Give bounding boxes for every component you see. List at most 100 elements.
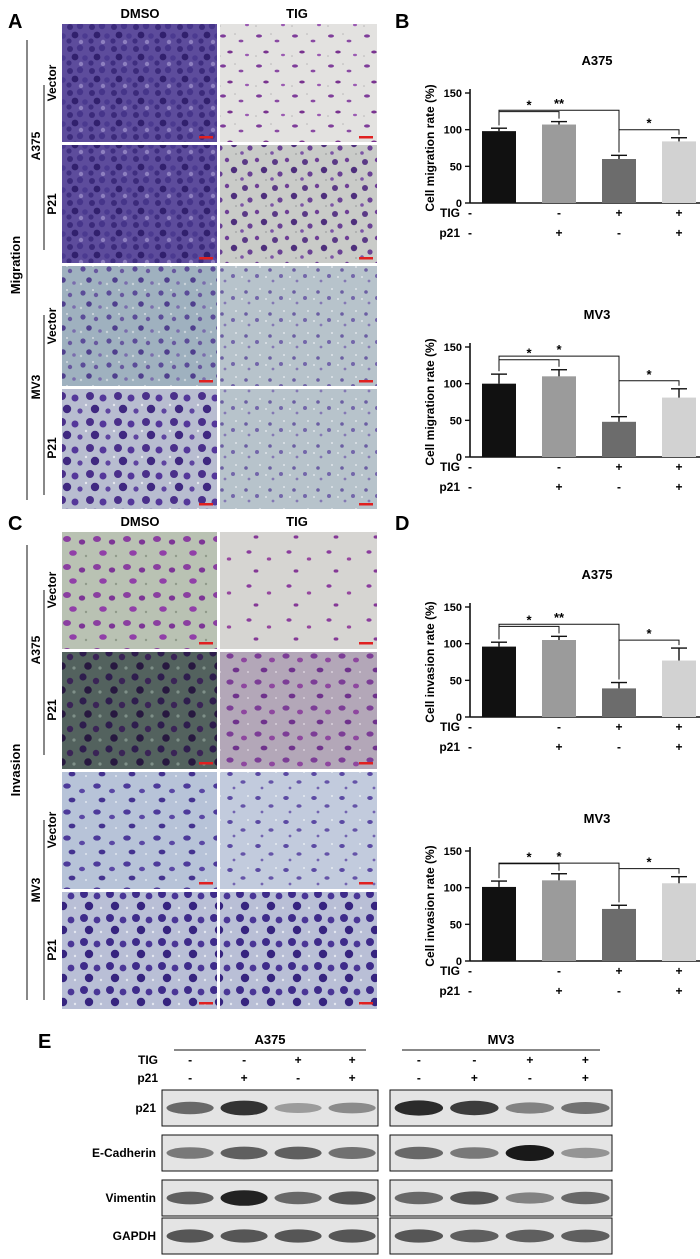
row-label-vector: Vector <box>45 811 59 848</box>
treatment-sign: + <box>295 1053 302 1067</box>
western-blot: A375---++-++MV3---++-++TIGp21p21E-Cadher… <box>92 1032 613 1255</box>
treatment-sign: - <box>617 984 621 998</box>
micrograph <box>62 389 217 509</box>
blot-band <box>166 1229 214 1243</box>
blot-band <box>220 1146 268 1160</box>
treatment-sign: - <box>242 1053 246 1067</box>
row-label-p21: P21 <box>45 699 59 721</box>
treatment-sign: + <box>241 1071 248 1085</box>
scale-bar <box>199 642 213 645</box>
section-label-migration: Migration <box>8 236 23 295</box>
y-tick-label: 50 <box>450 161 462 173</box>
treatment-sign: + <box>675 206 682 220</box>
treatment-sign: - <box>528 1071 532 1085</box>
panel-label-c: C <box>8 513 22 535</box>
micrograph <box>62 145 217 263</box>
bar <box>662 141 696 203</box>
treatment-label-p21: p21 <box>439 226 460 240</box>
scale-bar <box>199 257 213 260</box>
significance-label: * <box>526 346 532 361</box>
bar <box>602 421 636 457</box>
y-tick-label: 0 <box>456 712 462 724</box>
treatment-sign: - <box>417 1071 421 1085</box>
cell-line-label-a375: A375 <box>29 131 43 160</box>
blot-group-label: A375 <box>254 1032 285 1047</box>
treatment-sign: + <box>675 984 682 998</box>
scale-bar <box>359 762 373 765</box>
scale-bar <box>199 882 213 885</box>
section-label-invasion: Invasion <box>8 744 23 797</box>
row-label-p21: P21 <box>45 939 59 961</box>
blot-band <box>561 1229 610 1243</box>
treatment-sign: + <box>675 964 682 978</box>
blot-band <box>561 1102 610 1114</box>
treatment-label-tig: TIG <box>138 1053 158 1067</box>
treatment-sign: + <box>349 1053 356 1067</box>
blot-band <box>328 1102 376 1114</box>
blot-band <box>394 1191 444 1205</box>
y-tick-label: 50 <box>450 919 462 931</box>
blot-band <box>328 1229 376 1243</box>
y-tick-label: 100 <box>444 125 462 137</box>
bar <box>662 883 696 961</box>
scale-bar <box>359 380 373 383</box>
bar <box>482 383 516 457</box>
col-label-dmso: DMSO <box>121 514 160 529</box>
bar-charts: A375 Cell migration rate (%) 0 50 100 150 TIG p… <box>423 53 700 998</box>
row-label-p21: P21 <box>45 437 59 459</box>
y-axis-label: Cell migration rate (%) <box>423 338 437 465</box>
y-tick-label: 50 <box>450 675 462 687</box>
bar <box>482 646 516 717</box>
micrograph <box>62 266 217 386</box>
treatment-sign: - <box>468 460 472 474</box>
blot-band <box>328 1147 376 1159</box>
micrograph <box>62 772 217 889</box>
micrograph <box>220 652 377 769</box>
blot-band <box>166 1101 214 1115</box>
micrograph <box>220 532 377 649</box>
treatment-sign: + <box>675 480 682 494</box>
significance-label: ** <box>554 610 565 625</box>
treatment-label-tig: TIG <box>440 964 460 978</box>
blot-band <box>450 1229 499 1243</box>
panel-label-e: E <box>38 1031 51 1053</box>
col-label-dmso: DMSO <box>121 6 160 21</box>
significance-label: * <box>556 342 562 357</box>
blot-row-label: p21 <box>135 1101 156 1115</box>
scale-bar <box>199 136 213 139</box>
treatment-sign: - <box>188 1071 192 1085</box>
blot-band <box>274 1103 322 1113</box>
blot-band <box>274 1229 322 1243</box>
scale-bar <box>359 257 373 260</box>
treatment-sign: - <box>617 480 621 494</box>
y-tick-label: 100 <box>444 883 462 895</box>
treatment-label-tig: TIG <box>440 460 460 474</box>
bar <box>662 660 696 717</box>
micrograph-grid-invasion <box>62 532 377 1009</box>
bar <box>542 880 576 961</box>
blot-band <box>274 1146 322 1160</box>
blot-row-label: Vimentin <box>106 1191 156 1205</box>
treatment-sign: - <box>417 1053 421 1067</box>
significance-bracket <box>618 129 680 153</box>
micrograph <box>62 892 217 1009</box>
blot-group-label: MV3 <box>488 1032 515 1047</box>
micrograph <box>220 266 377 386</box>
row-label-vector: Vector <box>45 307 59 344</box>
bar <box>662 397 696 457</box>
blot-band <box>220 1229 268 1243</box>
blot-band <box>505 1102 555 1114</box>
significance-label: * <box>646 855 652 870</box>
y-axis-label: Cell invasion rate (%) <box>423 601 437 722</box>
treatment-sign: - <box>557 720 561 734</box>
blot-band <box>394 1229 444 1243</box>
blot-band <box>220 1190 268 1206</box>
y-tick-label: 0 <box>456 956 462 968</box>
blot-row-label: E-Cadherin <box>92 1146 156 1160</box>
panel-label-d: D <box>395 513 409 535</box>
chart-d-a375: A375 Cell invasion rate (%) 0 50 100 150 TIG p2… <box>423 567 700 754</box>
row-label-vector: Vector <box>45 571 59 608</box>
treatment-sign: - <box>468 984 472 998</box>
significance-label: * <box>646 367 652 382</box>
scale-bar <box>359 136 373 139</box>
